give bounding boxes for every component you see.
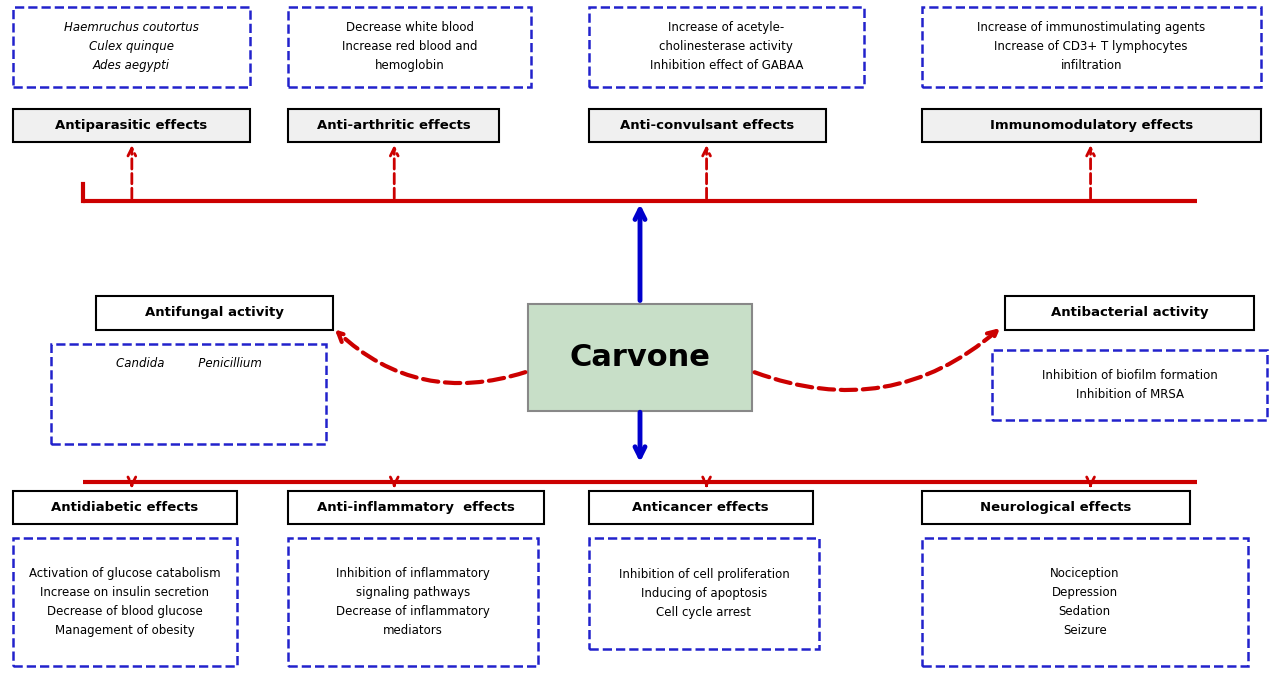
Text: Antidiabetic effects: Antidiabetic effects — [51, 501, 198, 514]
FancyBboxPatch shape — [288, 538, 538, 666]
Text: Activation of glucose catabolism
Increase on insulin secretion
Decrease of blood: Activation of glucose catabolism Increas… — [29, 567, 220, 637]
FancyBboxPatch shape — [589, 109, 826, 142]
Text: Inhibition of biofilm formation
Inhibition of MRSA: Inhibition of biofilm formation Inhibiti… — [1042, 369, 1217, 401]
FancyBboxPatch shape — [922, 491, 1190, 524]
FancyBboxPatch shape — [922, 538, 1248, 666]
Text: Antifungal activity: Antifungal activity — [145, 307, 284, 319]
FancyBboxPatch shape — [992, 350, 1267, 420]
FancyBboxPatch shape — [529, 304, 751, 411]
Text: Carvone: Carvone — [570, 343, 710, 372]
Text: Antibacterial activity: Antibacterial activity — [1051, 307, 1208, 319]
FancyBboxPatch shape — [922, 7, 1261, 87]
FancyBboxPatch shape — [589, 538, 819, 649]
Text: Increase of immunostimulating agents
Increase of CD3+ T lymphocytes
infiltration: Increase of immunostimulating agents Inc… — [977, 22, 1206, 72]
FancyBboxPatch shape — [589, 7, 864, 87]
Text: Anti-convulsant effects: Anti-convulsant effects — [620, 119, 795, 132]
FancyBboxPatch shape — [13, 7, 250, 87]
FancyBboxPatch shape — [288, 7, 531, 87]
FancyBboxPatch shape — [13, 491, 237, 524]
FancyBboxPatch shape — [922, 109, 1261, 142]
FancyBboxPatch shape — [13, 109, 250, 142]
FancyBboxPatch shape — [589, 491, 813, 524]
FancyBboxPatch shape — [288, 109, 499, 142]
Text: Anti-inflammatory  effects: Anti-inflammatory effects — [317, 501, 515, 514]
Text: Antiparasitic effects: Antiparasitic effects — [55, 119, 207, 132]
Text: Decrease white blood
Increase red blood and
hemoglobin: Decrease white blood Increase red blood … — [342, 22, 477, 72]
Text: Haemruchus coutortus
Culex quinque
Ades aegypti: Haemruchus coutortus Culex quinque Ades … — [64, 22, 198, 72]
FancyBboxPatch shape — [51, 344, 326, 444]
Text: Neurological effects: Neurological effects — [980, 501, 1132, 514]
Text: Nociception
Depression
Sedation
Seizure: Nociception Depression Sedation Seizure — [1050, 567, 1120, 637]
Text: Anticancer effects: Anticancer effects — [632, 501, 769, 514]
FancyBboxPatch shape — [288, 491, 544, 524]
Text: Increase of acetyle-
cholinesterase activity
Inhibition effect of GABAA: Increase of acetyle- cholinesterase acti… — [650, 22, 803, 72]
Text: Immunomodulatory effects: Immunomodulatory effects — [989, 119, 1193, 132]
FancyBboxPatch shape — [1005, 296, 1254, 330]
Text: Inhibition of inflammatory
signaling pathways
Decrease of inflammatory
mediators: Inhibition of inflammatory signaling pat… — [335, 567, 490, 637]
FancyBboxPatch shape — [96, 296, 333, 330]
Text: Candida         Penicillium: Candida Penicillium — [116, 357, 261, 371]
Text: Inhibition of cell proliferation
Inducing of apoptosis
Cell cycle arrest: Inhibition of cell proliferation Inducin… — [618, 568, 790, 619]
Text: Anti-arthritic effects: Anti-arthritic effects — [316, 119, 471, 132]
FancyBboxPatch shape — [13, 538, 237, 666]
